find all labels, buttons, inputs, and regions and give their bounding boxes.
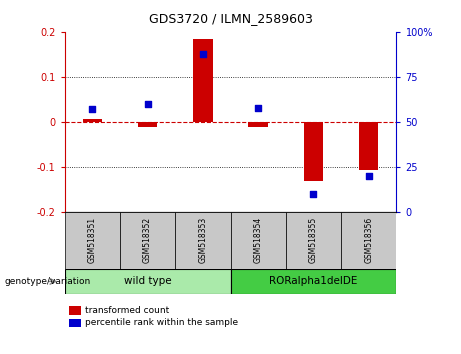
Bar: [138, 122, 157, 127]
Text: percentile rank within the sample: percentile rank within the sample: [85, 318, 238, 327]
Text: RORalpha1delDE: RORalpha1delDE: [269, 276, 358, 286]
Bar: [359, 122, 378, 170]
Point: [365, 173, 372, 179]
Point: [144, 101, 151, 107]
Point: [199, 51, 207, 56]
Text: GSM518356: GSM518356: [364, 217, 373, 263]
Bar: [286, 212, 341, 269]
Bar: [193, 39, 213, 122]
Text: GSM518351: GSM518351: [88, 217, 97, 263]
Bar: [230, 269, 396, 294]
Text: GSM518355: GSM518355: [309, 217, 318, 263]
Bar: [65, 269, 230, 294]
Text: wild type: wild type: [124, 276, 171, 286]
Text: GSM518354: GSM518354: [254, 217, 263, 263]
Text: GSM518352: GSM518352: [143, 217, 152, 263]
Bar: [65, 212, 120, 269]
Text: GSM518353: GSM518353: [198, 217, 207, 263]
Bar: [304, 122, 323, 181]
Bar: [341, 212, 396, 269]
Bar: [83, 119, 102, 122]
Bar: [248, 122, 268, 127]
Point: [254, 105, 262, 110]
Point: [89, 107, 96, 112]
Text: genotype/variation: genotype/variation: [5, 277, 91, 286]
Text: transformed count: transformed count: [85, 306, 170, 315]
Text: GDS3720 / ILMN_2589603: GDS3720 / ILMN_2589603: [148, 12, 313, 25]
Bar: [120, 212, 175, 269]
Bar: [175, 212, 230, 269]
Bar: [230, 212, 286, 269]
Point: [310, 192, 317, 197]
